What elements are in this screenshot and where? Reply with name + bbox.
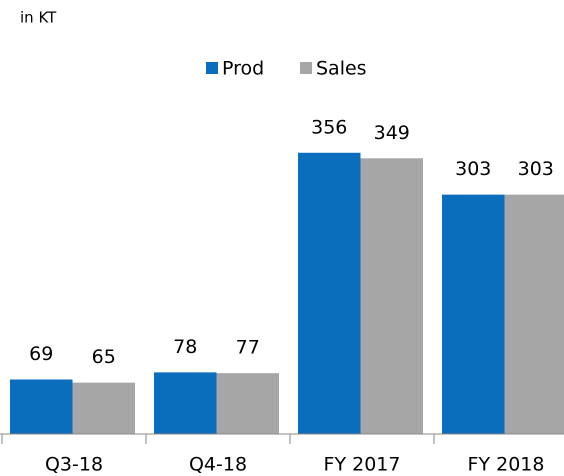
data-label: 356 <box>311 116 347 138</box>
x-tick-label: FY 2018 <box>468 454 545 476</box>
x-tick-label: FY 2017 <box>324 454 401 476</box>
bar <box>216 373 279 434</box>
unit-label: in KT <box>20 9 57 27</box>
data-label: 303 <box>518 158 554 180</box>
bar <box>72 382 135 434</box>
legend-swatch <box>206 62 218 74</box>
data-label: 349 <box>374 122 410 144</box>
legend-label: Sales <box>316 58 367 80</box>
data-label: 69 <box>29 343 53 365</box>
bar <box>298 152 361 434</box>
bar <box>504 194 564 434</box>
bar <box>10 379 73 434</box>
bar <box>442 194 505 434</box>
legend-swatch <box>300 62 312 74</box>
data-label: 303 <box>455 158 491 180</box>
x-tick-label: Q4-18 <box>189 454 247 476</box>
x-tick-label: Q3-18 <box>45 454 103 476</box>
data-label: 65 <box>92 346 116 368</box>
legend-label: Prod <box>222 58 264 80</box>
bar <box>360 158 423 435</box>
data-label: 77 <box>236 337 260 359</box>
bar <box>154 372 217 434</box>
data-label: 78 <box>173 336 197 358</box>
